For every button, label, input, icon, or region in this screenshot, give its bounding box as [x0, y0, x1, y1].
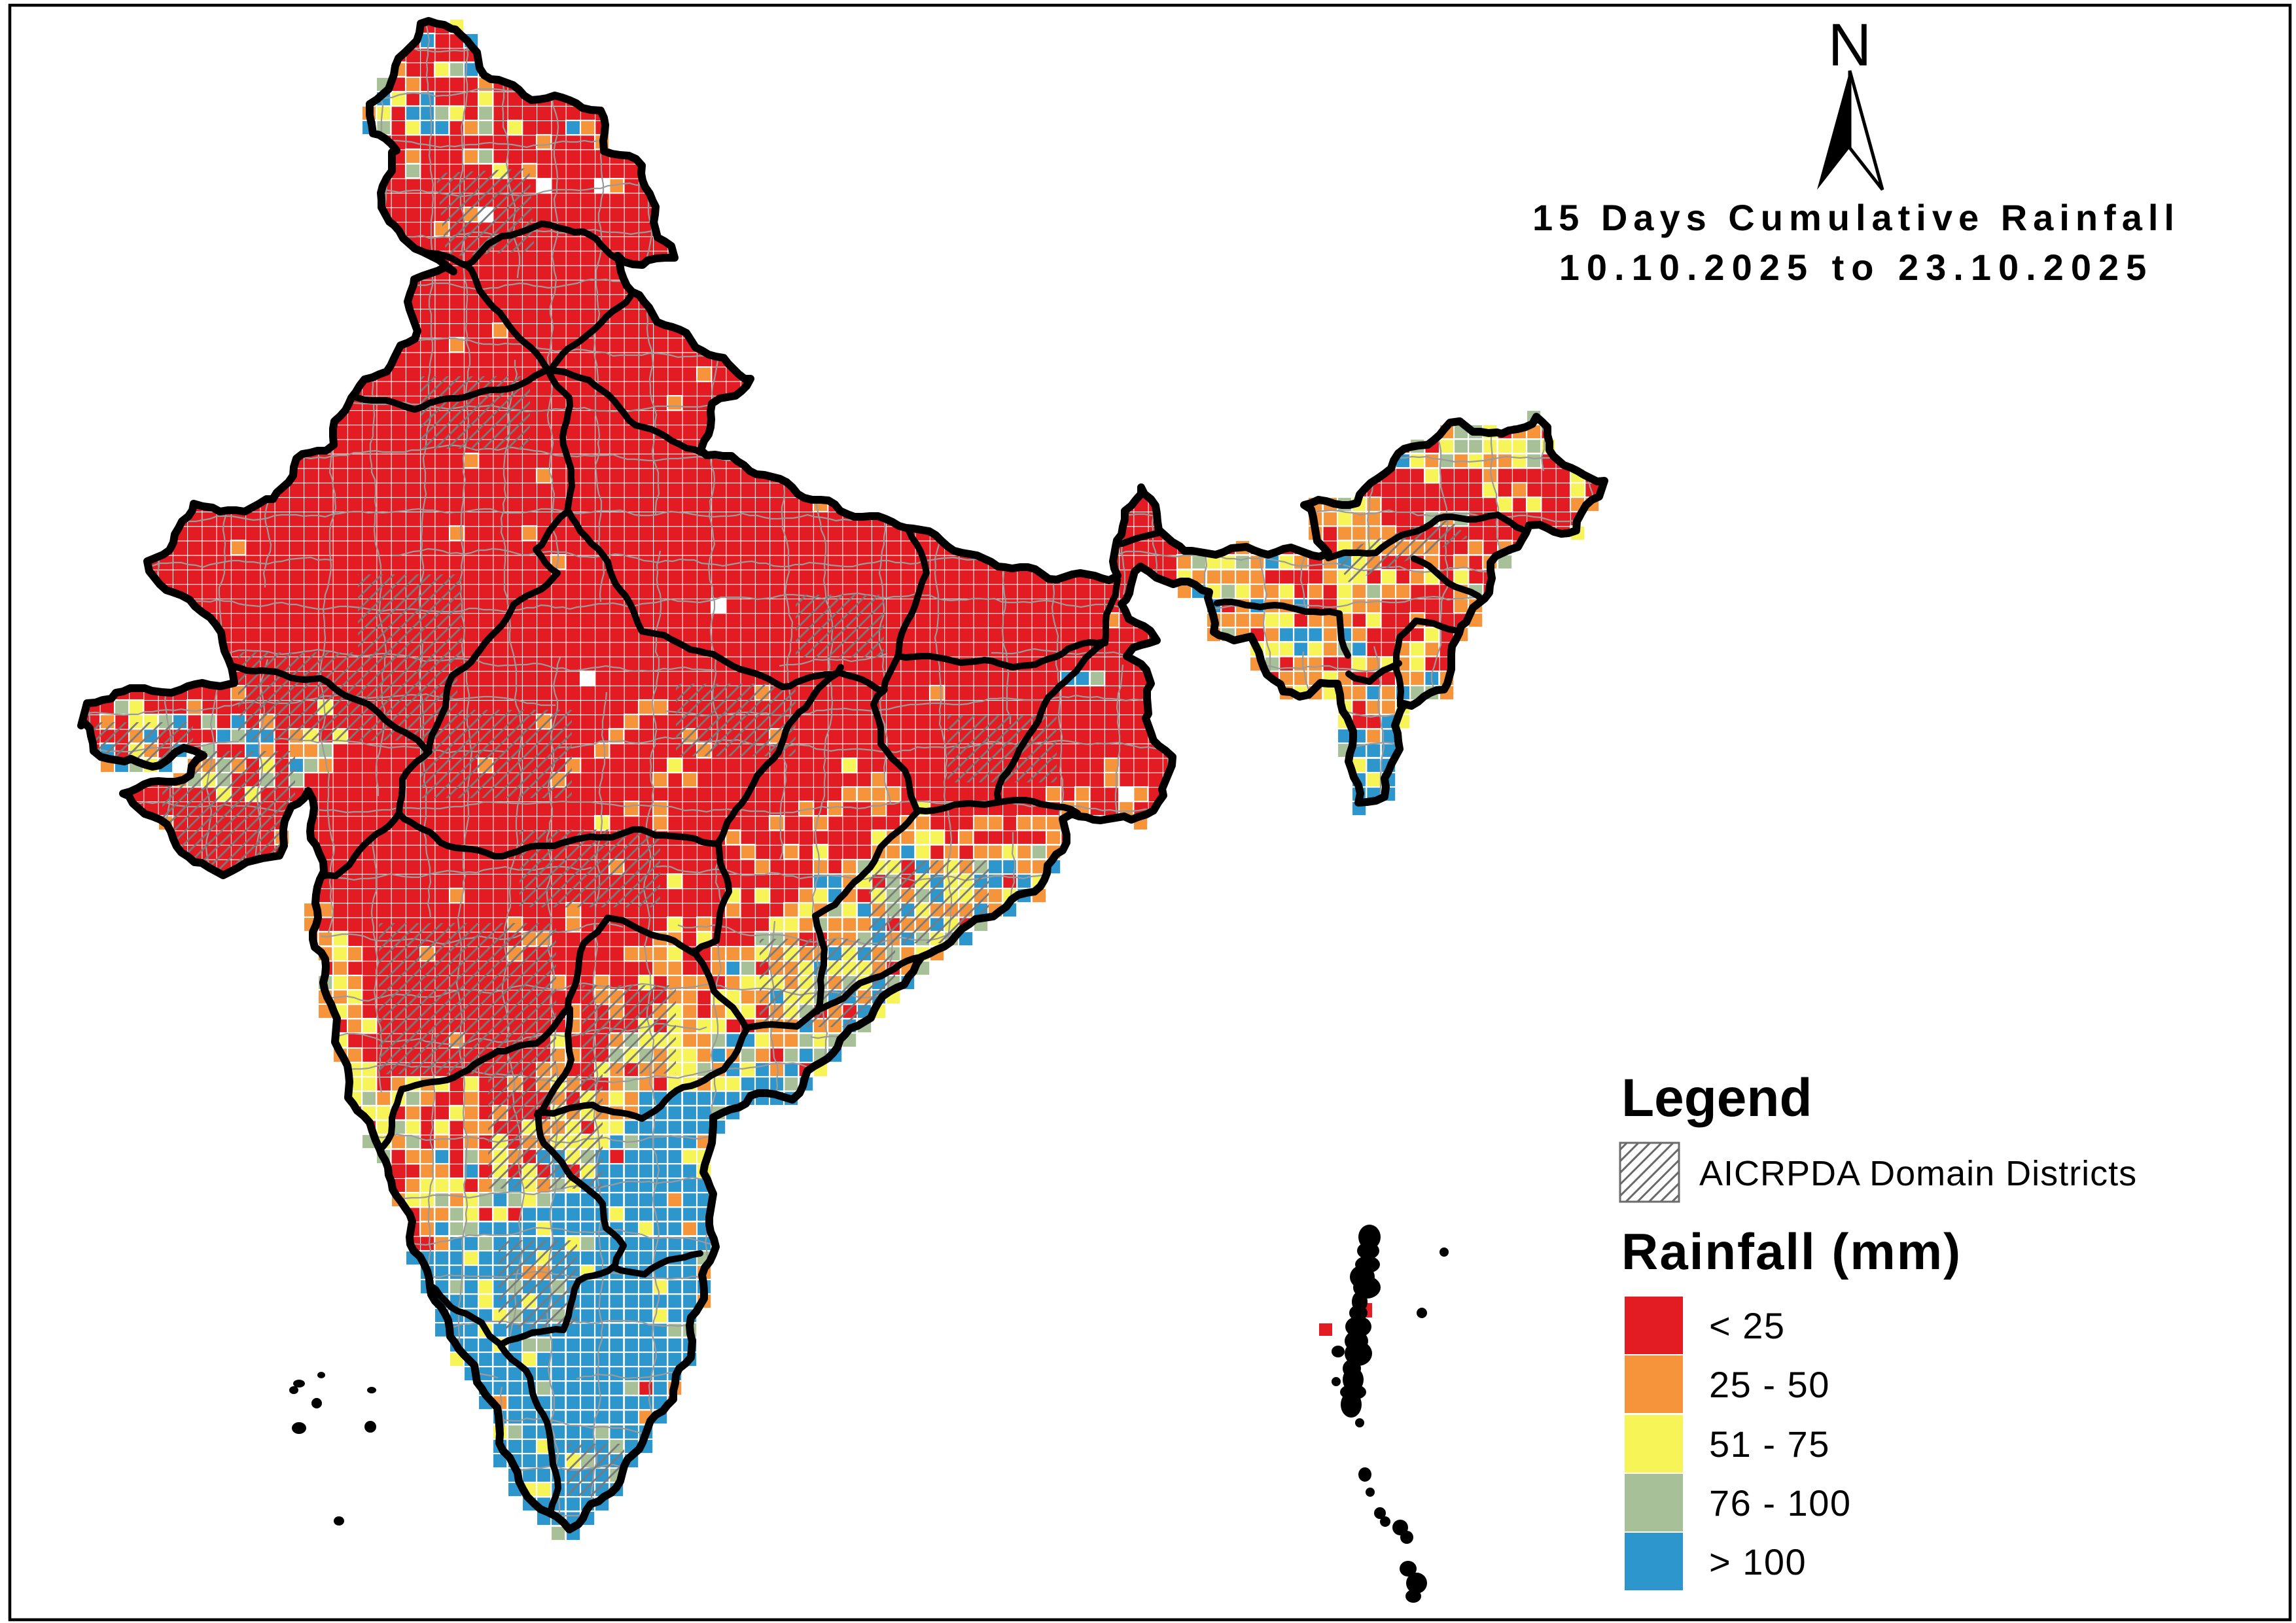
- svg-text:76 - 100: 76 - 100: [1709, 1482, 1852, 1524]
- svg-text:N: N: [1828, 12, 1871, 79]
- svg-text:< 25: < 25: [1709, 1305, 1786, 1346]
- svg-text:Legend: Legend: [1621, 1068, 1812, 1128]
- svg-text:15 Days Cumulative Rainfall: 15 Days Cumulative Rainfall: [1532, 197, 2180, 238]
- svg-text:25 - 50: 25 - 50: [1709, 1364, 1830, 1405]
- svg-text:10.10.2025 to 23.10.2025: 10.10.2025 to 23.10.2025: [1559, 247, 2154, 288]
- svg-text:Rainfall (mm): Rainfall (mm): [1621, 1223, 1962, 1280]
- svg-text:51 - 75: 51 - 75: [1709, 1423, 1830, 1465]
- svg-text:> 100: > 100: [1709, 1541, 1807, 1582]
- svg-text:AICRPDA Domain Districts: AICRPDA Domain Districts: [1699, 1154, 2137, 1193]
